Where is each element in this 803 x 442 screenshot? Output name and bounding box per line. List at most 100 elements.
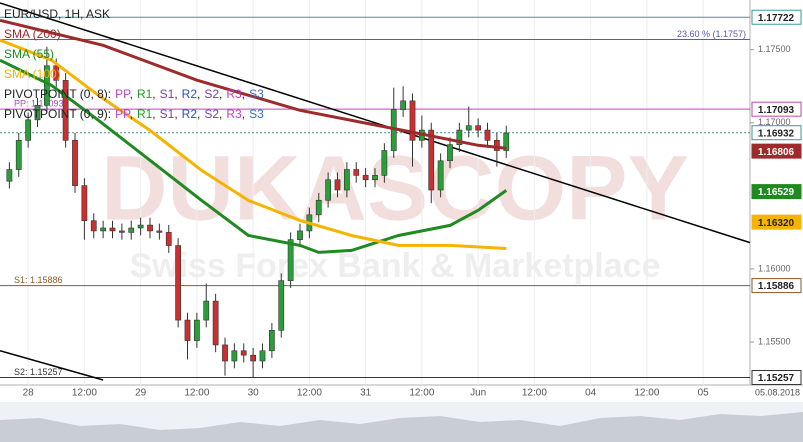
pivot-legend-label: PIVOTPOINT (0, 8): <box>4 87 111 101</box>
price-box <box>751 370 802 386</box>
price-box <box>751 278 802 294</box>
pivot-legend-item: R2 <box>182 87 198 101</box>
price-label: 1.16320 <box>758 218 795 229</box>
candle-body <box>147 224 153 232</box>
candle-body <box>250 354 257 362</box>
pivot-legend: PIVOTPOINT (0, 8): PP, R1, S1, R2, S2, R3, S3 <box>4 87 264 101</box>
pivot-legend-item: S2 <box>204 107 219 121</box>
watermark: DUKASCOPY <box>101 137 689 239</box>
x-tick-label: 12:00 <box>184 388 209 399</box>
price-label: 1.16806 <box>758 147 795 158</box>
x-tick-label: 12:00 <box>297 388 322 399</box>
price-label: 1.16529 <box>758 187 795 198</box>
candle-body <box>297 230 303 240</box>
x-tick-label: 04 <box>585 388 597 399</box>
candle-body <box>278 280 285 331</box>
pivot-legend-item: S3 <box>249 87 264 101</box>
candle-body <box>231 350 238 362</box>
pivot-legend-item: S3 <box>249 107 264 121</box>
legend-entry: SMA (55) <box>4 47 54 61</box>
trendline <box>0 350 104 381</box>
candle-body <box>484 129 491 141</box>
navigator-area <box>0 412 803 442</box>
candle-body <box>165 232 172 246</box>
candle-body <box>62 80 69 141</box>
y-tick-label: 1.17000 <box>758 117 791 127</box>
y-tick-label: 1.16000 <box>758 263 791 273</box>
candle-body <box>381 150 388 176</box>
sma-line <box>0 58 508 254</box>
level-label: S1: 1.15886 <box>14 275 63 285</box>
legend-entry: SMA (100) <box>4 67 61 81</box>
date-label: 05.08.2018 <box>755 387 800 397</box>
pivot-legend-item: R1 <box>137 87 153 101</box>
candle-body <box>137 224 144 229</box>
candle-body <box>25 119 32 141</box>
x-tick-label: 12:00 <box>72 388 97 399</box>
candle-body <box>409 100 416 141</box>
candle-body <box>222 344 228 362</box>
x-tick-label: 05 <box>698 388 710 399</box>
candle-body <box>34 104 41 121</box>
candle-body <box>456 129 463 145</box>
price-box <box>751 143 802 159</box>
candle-body <box>400 100 407 110</box>
price-label: 1.17722 <box>758 13 795 24</box>
level-label: S2: 1.15257 <box>14 367 63 377</box>
level-label: PP: 1.17093 <box>14 99 64 109</box>
x-tick-label: 30 <box>248 388 260 399</box>
pivot-legend-item: R3 <box>226 107 242 121</box>
price-label: 1.16932 <box>758 128 795 139</box>
pivot-legend-item: S1 <box>160 107 175 121</box>
y-tick-label: 1.15500 <box>758 336 791 346</box>
candle-body <box>465 125 472 131</box>
candle-body <box>53 65 60 81</box>
pivot-legend-label: PIVOTPOINT (0, 9): <box>4 107 111 121</box>
candle-body <box>475 125 482 131</box>
candle-body <box>6 169 13 182</box>
candle-body <box>259 350 266 362</box>
candle-body <box>503 132 510 151</box>
candle-body <box>128 227 135 233</box>
candle-body <box>156 230 163 233</box>
x-tick-label: 12:00 <box>522 388 547 399</box>
candle-body <box>81 185 88 221</box>
x-tick-label: 12:00 <box>409 388 434 399</box>
candle-body <box>372 175 378 181</box>
chart-title: EUR/USD, 1H, ASK <box>4 7 110 21</box>
candle-body <box>175 245 182 321</box>
x-tick-label: 12:00 <box>634 388 659 399</box>
level-label: 23.60 % (1.1757) <box>677 29 746 39</box>
candle-body <box>212 300 219 346</box>
price-box <box>751 184 802 200</box>
sma-line <box>0 38 507 250</box>
pivot-legend-item: R2 <box>182 107 198 121</box>
price-label: 1.15886 <box>758 281 795 292</box>
candle-body <box>109 227 116 232</box>
watermark-subtitle: Swiss Forex Bank & Marketplace <box>129 247 660 285</box>
x-tick-label: Jun <box>470 388 486 399</box>
trendline <box>0 2 751 244</box>
candle-body <box>193 319 200 341</box>
y-tick-label: 1.17500 <box>758 44 791 54</box>
candle-body <box>325 179 332 201</box>
x-tick-label: 28 <box>23 388 35 399</box>
price-box <box>751 214 802 230</box>
candle-body <box>203 300 210 321</box>
candle-body <box>428 129 435 191</box>
candle-body <box>184 319 191 341</box>
pivot-legend-item: S2 <box>204 87 219 101</box>
sma-line <box>0 18 507 150</box>
pivot-legend-item: S1 <box>160 87 175 101</box>
candle-body <box>268 330 275 352</box>
candle-body <box>315 199 322 216</box>
candle-body <box>90 220 97 232</box>
candle-body <box>72 140 78 186</box>
x-tick-label: 31 <box>360 388 372 399</box>
price-box <box>751 9 802 25</box>
price-label: 1.17093 <box>758 105 795 116</box>
pivot-legend-item: PP <box>115 107 131 121</box>
candle-body <box>287 239 294 281</box>
